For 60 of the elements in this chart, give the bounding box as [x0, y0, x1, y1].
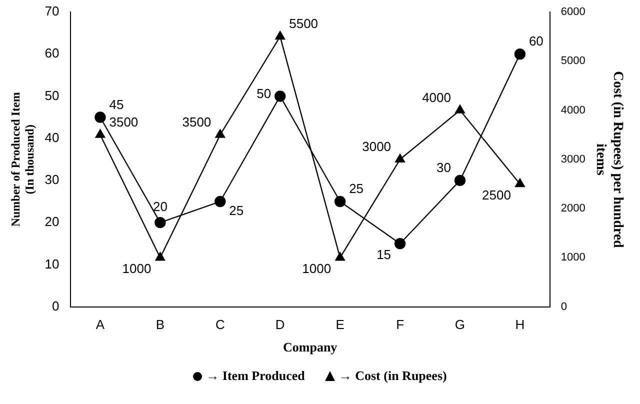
y2-tick-label: 4000 — [560, 104, 586, 116]
data-label: 4000 — [422, 90, 451, 105]
data-label: 25 — [349, 181, 364, 196]
x-tick-label: B — [156, 317, 165, 332]
y2-tick-label: 2000 — [560, 202, 586, 215]
data-label: 25 — [229, 203, 244, 218]
point — [215, 129, 226, 138]
y2-axis-title: Cost (in Rupees) per hundred items — [593, 70, 625, 248]
point — [275, 30, 286, 40]
data-label: 3500 — [182, 114, 212, 130]
x-tick-label: A — [96, 317, 105, 332]
point — [334, 196, 346, 208]
x-tick-label: H — [515, 317, 525, 332]
point — [455, 104, 465, 114]
data-label: 15 — [376, 247, 392, 262]
point — [274, 90, 286, 102]
point — [95, 129, 106, 138]
data-label: 2500 — [482, 188, 511, 203]
y-tick-label: 0 — [52, 298, 60, 314]
y-tick-label: 40 — [44, 130, 60, 145]
point — [214, 196, 226, 208]
point — [515, 178, 525, 188]
legend-label: → Item Produced — [206, 368, 305, 384]
data-label: 20 — [152, 199, 168, 214]
y2-tick-label: 5000 — [560, 55, 586, 68]
point — [154, 216, 166, 228]
data-label: 5500 — [289, 16, 318, 32]
y-tick-label: 70 — [44, 4, 60, 19]
y-tick-label: 10 — [44, 256, 60, 272]
data-label: 50 — [256, 86, 272, 101]
data-label: 45 — [109, 96, 124, 112]
data-label: 1000 — [122, 261, 152, 276]
data-label: 3500 — [109, 114, 138, 130]
legend-label: → Cost (in Rupees) — [338, 368, 447, 384]
point — [155, 252, 166, 261]
point — [394, 238, 406, 250]
data-label: 60 — [528, 34, 544, 49]
data-label: 1000 — [302, 261, 332, 276]
y-tick-label: 30 — [44, 172, 60, 188]
y2-tick-label: 1000 — [560, 252, 586, 264]
y-tick-label: 60 — [44, 46, 60, 61]
x-tick-label: G — [454, 317, 466, 332]
point — [454, 174, 466, 186]
y-tick-label: 20 — [44, 214, 60, 230]
y2-tick-label: 0 — [560, 300, 568, 313]
data-label: 3000 — [362, 138, 392, 154]
data-label: 30 — [436, 160, 451, 176]
y2-tick-label: 6000 — [560, 6, 586, 18]
point — [395, 154, 405, 162]
point — [94, 112, 106, 123]
point — [514, 48, 526, 60]
x-tick-label: D — [275, 317, 285, 332]
x-tick-label: E — [336, 317, 345, 332]
x-axis-title: Company — [283, 340, 338, 355]
x-tick-label: C — [215, 317, 225, 332]
y2-tick-label: 3000 — [560, 153, 586, 166]
x-tick-label: F — [396, 317, 404, 332]
y-tick-label: 50 — [44, 88, 60, 103]
point — [335, 252, 346, 261]
y-axis-title: Number of Produced Item (In thousand) — [8, 92, 37, 227]
